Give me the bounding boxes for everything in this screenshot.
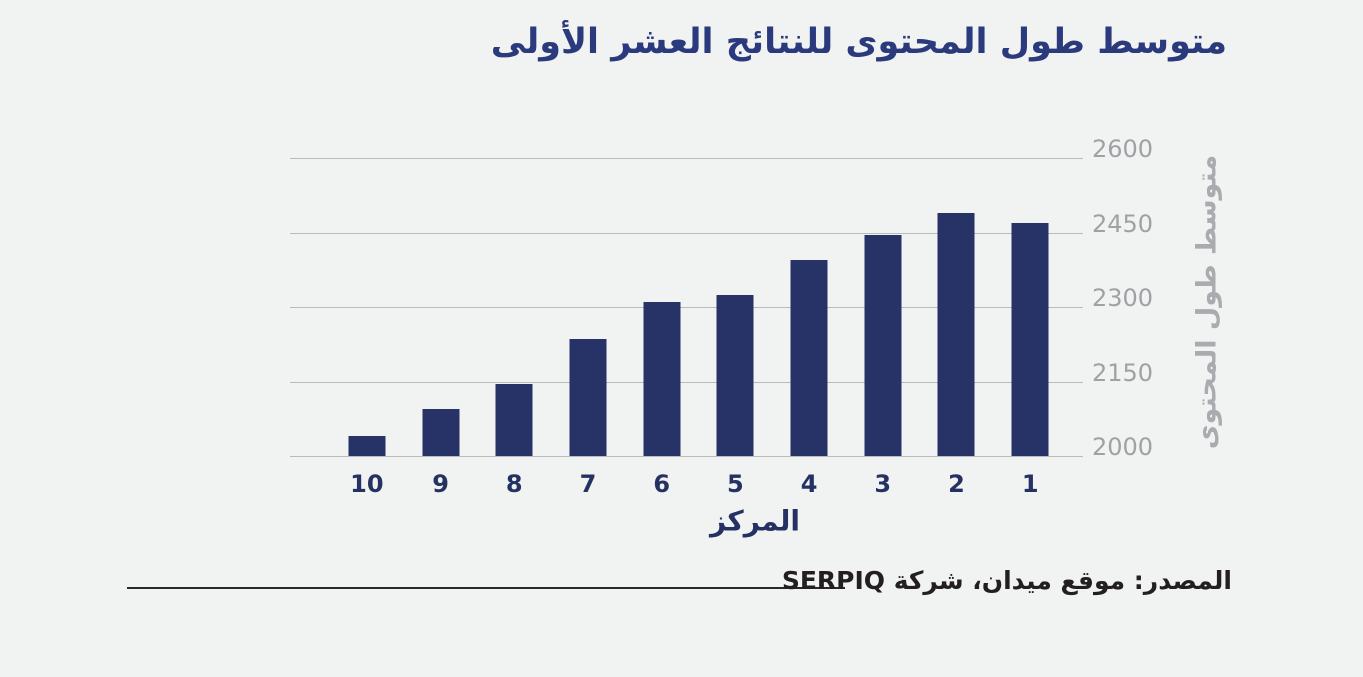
bar-position-6: [643, 302, 681, 456]
bar-band: [993, 158, 1067, 456]
x-tick-label-5: 5: [727, 470, 744, 498]
bar-band: [551, 158, 625, 456]
y-tick-label-2000: 2000: [1092, 433, 1154, 461]
bar-position-1: [1011, 222, 1049, 456]
plot-area: [290, 158, 1083, 457]
gridline-2300: [290, 307, 1083, 308]
y-tick-label-2450: 2450: [1092, 209, 1154, 238]
x-axis-title: المركز: [709, 504, 801, 538]
x-axis-tick-labels: 10 9 8 7 6 5 4 3 2 1: [330, 470, 1067, 498]
bar-position-7: [569, 339, 607, 456]
bar-position-5: [716, 294, 754, 456]
x-tick-label-1: 1: [1021, 470, 1039, 498]
bar-band: [846, 158, 920, 456]
bar-band: [699, 158, 773, 456]
x-tick-label-2: 2: [948, 470, 965, 498]
bar-band: [477, 158, 551, 456]
x-tick-label-6: 6: [653, 470, 671, 498]
bar-position-10: [348, 436, 386, 456]
x-tick-label-4: 4: [800, 470, 818, 498]
bar-position-9: [422, 408, 460, 456]
x-tick-label-3: 3: [874, 470, 892, 498]
bars-container: [330, 158, 1067, 456]
bar-band: [404, 158, 478, 456]
x-tick-label-10: 10: [350, 470, 384, 498]
bar-band: [330, 158, 404, 456]
bar-band: [772, 158, 846, 456]
x-tick-label-8: 8: [505, 470, 523, 498]
gridline-2150: [290, 381, 1083, 383]
y-tick-label-2300: 2300: [1092, 284, 1154, 312]
bar-position-4: [790, 259, 828, 456]
bar-band: [920, 158, 994, 456]
bar-position-2: [937, 212, 975, 456]
gridline-2450: [290, 232, 1083, 234]
x-tick-label-9: 9: [432, 470, 449, 498]
bar-position-8: [495, 383, 533, 456]
gridline-2000: [290, 456, 1083, 457]
source-caption: المصدر: موقع ميدان، شركة SERPIQ: [781, 566, 1232, 595]
y-axis-title: متوسط طول المحتوى: [1191, 154, 1223, 450]
gridline-2600: [290, 158, 1083, 159]
source-divider-line: [127, 587, 845, 589]
y-tick-label-2600: 2600: [1092, 135, 1154, 163]
x-tick-label-7: 7: [579, 470, 597, 498]
bar-position-3: [864, 234, 902, 456]
chart-title: متوسط طول المحتوى للنتائج العشر الأولى: [490, 22, 1227, 62]
bar-band: [625, 158, 699, 456]
y-tick-label-2150: 2150: [1092, 358, 1154, 387]
